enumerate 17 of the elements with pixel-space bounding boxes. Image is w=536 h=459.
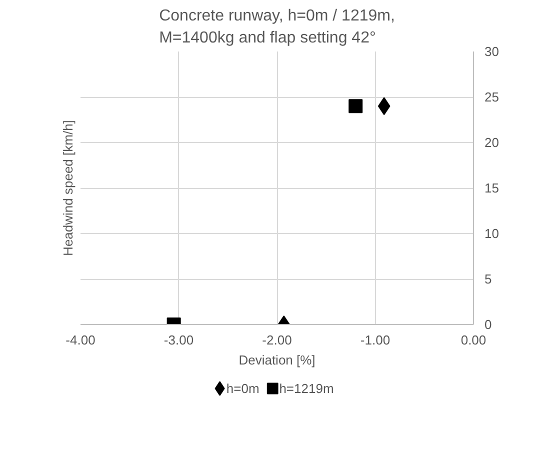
legend-label: h=1219m: [279, 381, 334, 396]
y-tick-label: 5: [484, 272, 492, 286]
x-tick-label: -1.00: [360, 332, 390, 348]
x-tick-label: -3.00: [164, 332, 194, 348]
y-tick-label: 20: [484, 135, 499, 150]
y-tick-label: 25: [484, 90, 499, 104]
x-tick-label: -2.00: [262, 332, 292, 348]
y-axis-title: Headwind speed [km/h]: [60, 120, 76, 256]
y-tick-label: 15: [484, 180, 499, 196]
x-tick-label: -4.00: [66, 332, 96, 348]
x-tick-label: 0.00: [460, 332, 486, 348]
x-axis-title: Deviation [%]: [238, 352, 316, 368]
y-tick-label: 10: [484, 226, 499, 241]
y-tick-label: 0: [484, 317, 492, 332]
chart-title: Concrete runway, h=0m / 1219m, M=1400kg and flap setting 42°: [159, 7, 395, 46]
legend-label: h=0m: [226, 381, 260, 396]
y-tick-label: 30: [484, 44, 499, 59]
